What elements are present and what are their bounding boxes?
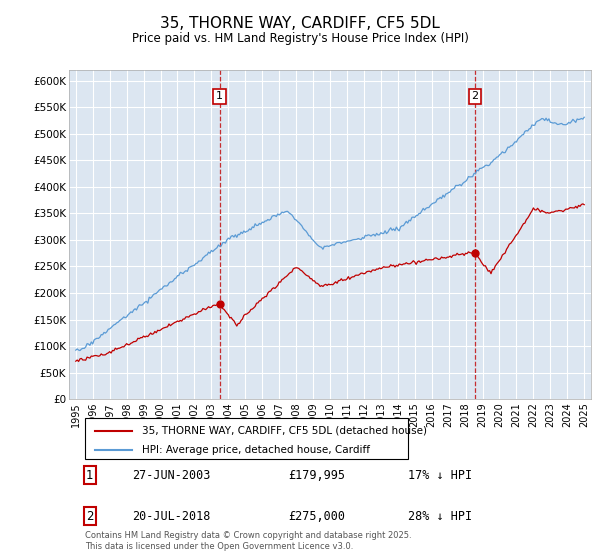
Text: 17% ↓ HPI: 17% ↓ HPI (409, 469, 472, 482)
Text: £179,995: £179,995 (288, 469, 345, 482)
Text: 28% ↓ HPI: 28% ↓ HPI (409, 510, 472, 522)
Text: 35, THORNE WAY, CARDIFF, CF5 5DL (detached house): 35, THORNE WAY, CARDIFF, CF5 5DL (detach… (142, 426, 427, 436)
Text: HPI: Average price, detached house, Cardiff: HPI: Average price, detached house, Card… (142, 445, 370, 455)
Text: 1: 1 (216, 91, 223, 101)
Text: 27-JUN-2003: 27-JUN-2003 (131, 469, 210, 482)
Text: 2: 2 (472, 91, 478, 101)
Text: 2: 2 (86, 510, 94, 522)
Text: 20-JUL-2018: 20-JUL-2018 (131, 510, 210, 522)
Text: £275,000: £275,000 (288, 510, 345, 522)
Text: Contains HM Land Registry data © Crown copyright and database right 2025.
This d: Contains HM Land Registry data © Crown c… (85, 531, 411, 551)
Text: Price paid vs. HM Land Registry's House Price Index (HPI): Price paid vs. HM Land Registry's House … (131, 32, 469, 45)
Text: 35, THORNE WAY, CARDIFF, CF5 5DL: 35, THORNE WAY, CARDIFF, CF5 5DL (160, 16, 440, 31)
Text: 1: 1 (86, 469, 94, 482)
FancyBboxPatch shape (85, 418, 409, 459)
